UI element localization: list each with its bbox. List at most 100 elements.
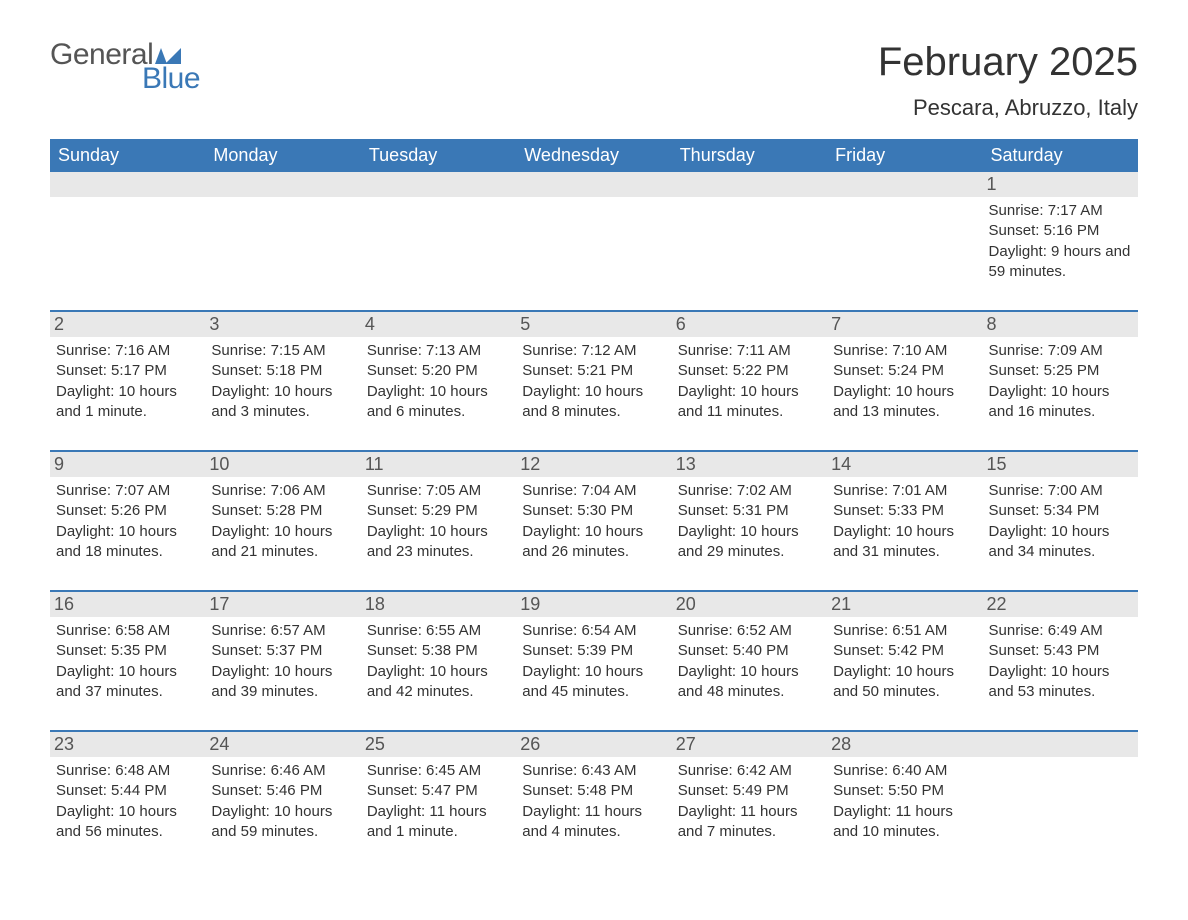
day-cell: 8Sunrise: 7:09 AMSunset: 5:25 PMDaylight…	[983, 311, 1138, 451]
logo-text-general: General	[50, 40, 153, 70]
daylight-text: Daylight: 10 hours and 8 minutes.	[522, 382, 665, 423]
daylight-text: Daylight: 11 hours and 4 minutes.	[522, 802, 665, 843]
sunset-text: Sunset: 5:43 PM	[989, 641, 1132, 661]
daylight-text: Daylight: 11 hours and 1 minute.	[367, 802, 510, 843]
sunrise-text: Sunrise: 7:12 AM	[522, 341, 665, 361]
sunset-text: Sunset: 5:48 PM	[522, 781, 665, 801]
day-details: Sunrise: 6:55 AMSunset: 5:38 PMDaylight:…	[365, 621, 512, 702]
month-title: February 2025	[878, 40, 1138, 85]
sunset-text: Sunset: 5:40 PM	[678, 641, 821, 661]
day-details: Sunrise: 6:46 AMSunset: 5:46 PMDaylight:…	[209, 761, 356, 842]
week-row: 2 Sunrise: 7:16 AMSunset: 5:17 PMDaylight…	[50, 311, 1138, 451]
day-cell: 9Sunrise: 7:07 AMSunset: 5:26 PMDaylight…	[50, 451, 205, 591]
day-cell: 27Sunrise: 6:42 AMSunset: 5:49 PMDayligh…	[672, 731, 827, 870]
day-details: Sunrise: 7:07 AMSunset: 5:26 PMDaylight:…	[54, 481, 201, 562]
day-cell	[516, 172, 671, 311]
sunset-text: Sunset: 5:29 PM	[367, 501, 510, 521]
day-cell: 28Sunrise: 6:40 AMSunset: 5:50 PMDayligh…	[827, 731, 982, 870]
day-number: 3	[205, 312, 360, 337]
day-number: 13	[672, 452, 827, 477]
day-details: Sunrise: 7:17 AMSunset: 5:16 PMDaylight:…	[987, 201, 1134, 282]
sunrise-text: Sunrise: 7:11 AM	[678, 341, 821, 361]
week-row: 23 Sunrise: 6:48 AMSunset: 5:44 PMDayligh…	[50, 731, 1138, 870]
sunset-text: Sunset: 5:17 PM	[56, 361, 199, 381]
week-row: 1Sunrise: 7:17 AMSunset: 5:16 PMDaylight…	[50, 172, 1138, 311]
weekday-header: Wednesday	[516, 139, 671, 172]
sunset-text: Sunset: 5:38 PM	[367, 641, 510, 661]
sunset-text: Sunset: 5:22 PM	[678, 361, 821, 381]
daylight-text: Daylight: 11 hours and 7 minutes.	[678, 802, 821, 843]
sunrise-text: Sunrise: 7:04 AM	[522, 481, 665, 501]
day-details: Sunrise: 6:58 AMSunset: 5:35 PMDaylight:…	[54, 621, 201, 702]
day-cell	[983, 731, 1138, 870]
day-number: 18	[361, 592, 516, 617]
day-cell: 13Sunrise: 7:02 AMSunset: 5:31 PMDayligh…	[672, 451, 827, 591]
day-cell: 17Sunrise: 6:57 AMSunset: 5:37 PMDayligh…	[205, 591, 360, 731]
day-number: 2	[50, 312, 205, 337]
weekday-header: Thursday	[672, 139, 827, 172]
day-number: 27	[672, 732, 827, 757]
day-number: 10	[205, 452, 360, 477]
daylight-text: Daylight: 10 hours and 50 minutes.	[833, 662, 976, 703]
sunrise-text: Sunrise: 6:46 AM	[211, 761, 354, 781]
day-cell	[827, 172, 982, 311]
sunset-text: Sunset: 5:20 PM	[367, 361, 510, 381]
day-number	[983, 732, 1138, 757]
day-number: 23	[50, 732, 205, 757]
day-cell: 5Sunrise: 7:12 AMSunset: 5:21 PMDaylight…	[516, 311, 671, 451]
day-number: 6	[672, 312, 827, 337]
sunrise-text: Sunrise: 7:06 AM	[211, 481, 354, 501]
day-details: Sunrise: 6:52 AMSunset: 5:40 PMDaylight:…	[676, 621, 823, 702]
daylight-text: Daylight: 10 hours and 34 minutes.	[989, 522, 1132, 563]
daylight-text: Daylight: 10 hours and 45 minutes.	[522, 662, 665, 703]
sunset-text: Sunset: 5:37 PM	[211, 641, 354, 661]
day-details: Sunrise: 6:48 AMSunset: 5:44 PMDaylight:…	[54, 761, 201, 842]
day-details: Sunrise: 6:54 AMSunset: 5:39 PMDaylight:…	[520, 621, 667, 702]
day-number	[827, 172, 982, 197]
daylight-text: Daylight: 10 hours and 37 minutes.	[56, 662, 199, 703]
sunrise-text: Sunrise: 7:10 AM	[833, 341, 976, 361]
day-number: 5	[516, 312, 671, 337]
day-details: Sunrise: 7:06 AMSunset: 5:28 PMDaylight:…	[209, 481, 356, 562]
sunrise-text: Sunrise: 7:00 AM	[989, 481, 1132, 501]
daylight-text: Daylight: 10 hours and 31 minutes.	[833, 522, 976, 563]
sunrise-text: Sunrise: 7:02 AM	[678, 481, 821, 501]
sunset-text: Sunset: 5:33 PM	[833, 501, 976, 521]
day-number: 21	[827, 592, 982, 617]
day-details: Sunrise: 7:00 AMSunset: 5:34 PMDaylight:…	[987, 481, 1134, 562]
day-number	[50, 172, 205, 197]
day-cell: 26Sunrise: 6:43 AMSunset: 5:48 PMDayligh…	[516, 731, 671, 870]
sunrise-text: Sunrise: 6:43 AM	[522, 761, 665, 781]
day-cell: 25Sunrise: 6:45 AMSunset: 5:47 PMDayligh…	[361, 731, 516, 870]
sunrise-text: Sunrise: 6:58 AM	[56, 621, 199, 641]
day-details: Sunrise: 7:04 AMSunset: 5:30 PMDaylight:…	[520, 481, 667, 562]
sunrise-text: Sunrise: 6:54 AM	[522, 621, 665, 641]
sunrise-text: Sunrise: 6:42 AM	[678, 761, 821, 781]
day-cell: 23 Sunrise: 6:48 AMSunset: 5:44 PMDayligh…	[50, 731, 205, 870]
sunrise-text: Sunrise: 7:13 AM	[367, 341, 510, 361]
sunrise-text: Sunrise: 6:55 AM	[367, 621, 510, 641]
daylight-text: Daylight: 10 hours and 11 minutes.	[678, 382, 821, 423]
day-number: 12	[516, 452, 671, 477]
calendar-table: Sunday Monday Tuesday Wednesday Thursday…	[50, 139, 1138, 870]
sunrise-text: Sunrise: 6:49 AM	[989, 621, 1132, 641]
week-row: 9Sunrise: 7:07 AMSunset: 5:26 PMDaylight…	[50, 451, 1138, 591]
sunset-text: Sunset: 5:25 PM	[989, 361, 1132, 381]
daylight-text: Daylight: 10 hours and 48 minutes.	[678, 662, 821, 703]
day-details: Sunrise: 6:45 AMSunset: 5:47 PMDaylight:…	[365, 761, 512, 842]
sunset-text: Sunset: 5:16 PM	[989, 221, 1132, 241]
day-cell	[672, 172, 827, 311]
daylight-text: Daylight: 10 hours and 1 minute.	[56, 382, 199, 423]
day-cell: 19Sunrise: 6:54 AMSunset: 5:39 PMDayligh…	[516, 591, 671, 731]
day-details: Sunrise: 7:05 AMSunset: 5:29 PMDaylight:…	[365, 481, 512, 562]
daylight-text: Daylight: 10 hours and 18 minutes.	[56, 522, 199, 563]
day-cell: 10 Sunrise: 7:06 AMSunset: 5:28 PMDayligh…	[205, 451, 360, 591]
sunrise-text: Sunrise: 7:05 AM	[367, 481, 510, 501]
sunset-text: Sunset: 5:30 PM	[522, 501, 665, 521]
day-cell: 14Sunrise: 7:01 AMSunset: 5:33 PMDayligh…	[827, 451, 982, 591]
sunrise-text: Sunrise: 7:07 AM	[56, 481, 199, 501]
sunset-text: Sunset: 5:28 PM	[211, 501, 354, 521]
day-number: 11	[361, 452, 516, 477]
day-details: Sunrise: 7:16 AMSunset: 5:17 PMDaylight:…	[54, 341, 201, 422]
day-number: 4	[361, 312, 516, 337]
